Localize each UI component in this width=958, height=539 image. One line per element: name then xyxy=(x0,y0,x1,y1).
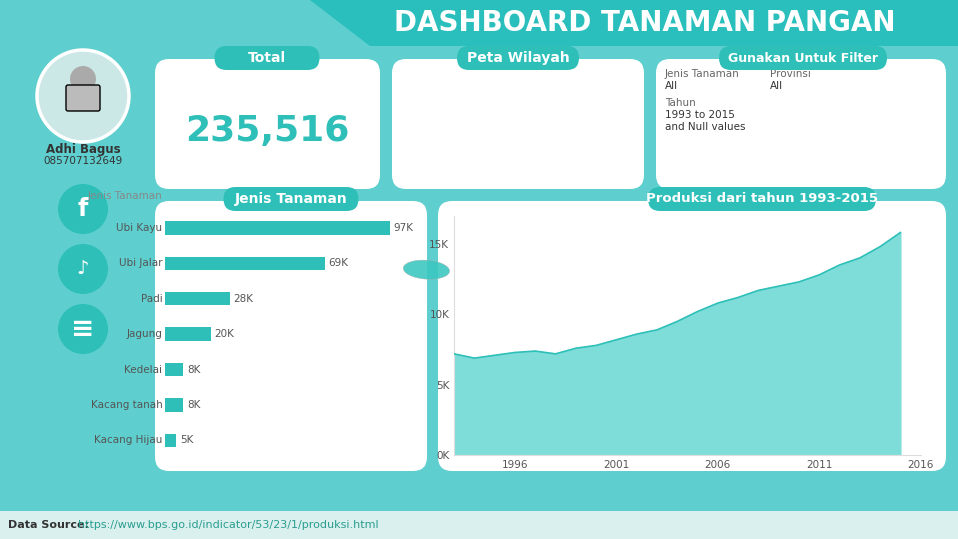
Text: 69K: 69K xyxy=(329,258,349,268)
Text: 28K: 28K xyxy=(234,294,253,304)
Text: Ubi Jalar: Ubi Jalar xyxy=(119,258,163,268)
FancyBboxPatch shape xyxy=(719,46,887,70)
FancyBboxPatch shape xyxy=(155,201,427,471)
Ellipse shape xyxy=(502,245,545,278)
FancyBboxPatch shape xyxy=(155,59,380,189)
FancyBboxPatch shape xyxy=(392,59,644,189)
Bar xyxy=(165,221,390,234)
Ellipse shape xyxy=(403,260,449,279)
FancyBboxPatch shape xyxy=(457,46,579,70)
Text: f: f xyxy=(78,197,88,221)
FancyBboxPatch shape xyxy=(648,187,876,211)
Text: Kacang tanah: Kacang tanah xyxy=(91,400,163,410)
Text: Tahun: Tahun xyxy=(665,98,696,108)
Circle shape xyxy=(37,50,129,142)
Text: 8K: 8K xyxy=(187,400,200,410)
Text: Peta Wilayah: Peta Wilayah xyxy=(467,51,569,65)
Text: Data Source:: Data Source: xyxy=(8,520,93,530)
Text: Produksi dari tahun 1993-2015: Produksi dari tahun 1993-2015 xyxy=(646,192,878,205)
Text: 1993 to 2015: 1993 to 2015 xyxy=(665,110,735,120)
Circle shape xyxy=(58,304,108,354)
Ellipse shape xyxy=(606,288,621,298)
Bar xyxy=(165,363,183,376)
Text: Jenis Tanaman: Jenis Tanaman xyxy=(665,69,740,79)
Text: Provinsi: Provinsi xyxy=(770,69,810,79)
Ellipse shape xyxy=(594,254,623,280)
Text: Gunakan Untuk Filter: Gunakan Untuk Filter xyxy=(728,52,878,65)
Text: All: All xyxy=(770,81,783,91)
Text: 8K: 8K xyxy=(187,364,200,375)
Circle shape xyxy=(70,66,96,92)
Text: 085707132649: 085707132649 xyxy=(43,156,123,166)
Bar xyxy=(165,398,183,412)
Text: Total: Total xyxy=(248,51,286,65)
Text: and Null values: and Null values xyxy=(665,122,745,132)
FancyBboxPatch shape xyxy=(438,201,946,471)
Text: Ubi Kayu: Ubi Kayu xyxy=(116,223,163,233)
FancyBboxPatch shape xyxy=(223,187,358,211)
Ellipse shape xyxy=(554,252,573,278)
Text: Kedelai: Kedelai xyxy=(125,364,163,375)
FancyBboxPatch shape xyxy=(0,511,958,539)
Text: 20K: 20K xyxy=(215,329,235,339)
FancyBboxPatch shape xyxy=(66,85,100,111)
Text: Jenis Tanaman: Jenis Tanaman xyxy=(235,192,348,206)
Text: Kacang Hijau: Kacang Hijau xyxy=(94,436,163,445)
Bar xyxy=(165,292,230,306)
Text: Jagung: Jagung xyxy=(126,329,163,339)
Polygon shape xyxy=(310,0,958,46)
Bar xyxy=(165,257,325,270)
Text: 97K: 97K xyxy=(394,223,414,233)
Ellipse shape xyxy=(463,293,480,300)
Ellipse shape xyxy=(572,288,588,298)
Text: All: All xyxy=(665,81,678,91)
Ellipse shape xyxy=(541,291,558,301)
FancyBboxPatch shape xyxy=(656,59,946,189)
Text: ≡: ≡ xyxy=(72,315,95,343)
Text: Jenis Tanaman: Jenis Tanaman xyxy=(88,191,163,201)
Text: ♪: ♪ xyxy=(77,259,89,279)
Circle shape xyxy=(58,184,108,234)
Text: 5K: 5K xyxy=(180,436,194,445)
FancyBboxPatch shape xyxy=(215,46,320,70)
Text: Padi: Padi xyxy=(141,294,163,304)
Circle shape xyxy=(58,244,108,294)
Text: DASHBOARD TANAMAN PANGAN: DASHBOARD TANAMAN PANGAN xyxy=(395,9,896,37)
Text: https://www.bps.go.id/indicator/53/23/1/produksi.html: https://www.bps.go.id/indicator/53/23/1/… xyxy=(78,520,378,530)
Ellipse shape xyxy=(561,249,590,258)
Bar xyxy=(165,328,212,341)
Text: Adhi Bagus: Adhi Bagus xyxy=(46,142,121,155)
Bar xyxy=(165,434,176,447)
Ellipse shape xyxy=(457,279,505,292)
Text: 235,516: 235,516 xyxy=(185,114,349,148)
